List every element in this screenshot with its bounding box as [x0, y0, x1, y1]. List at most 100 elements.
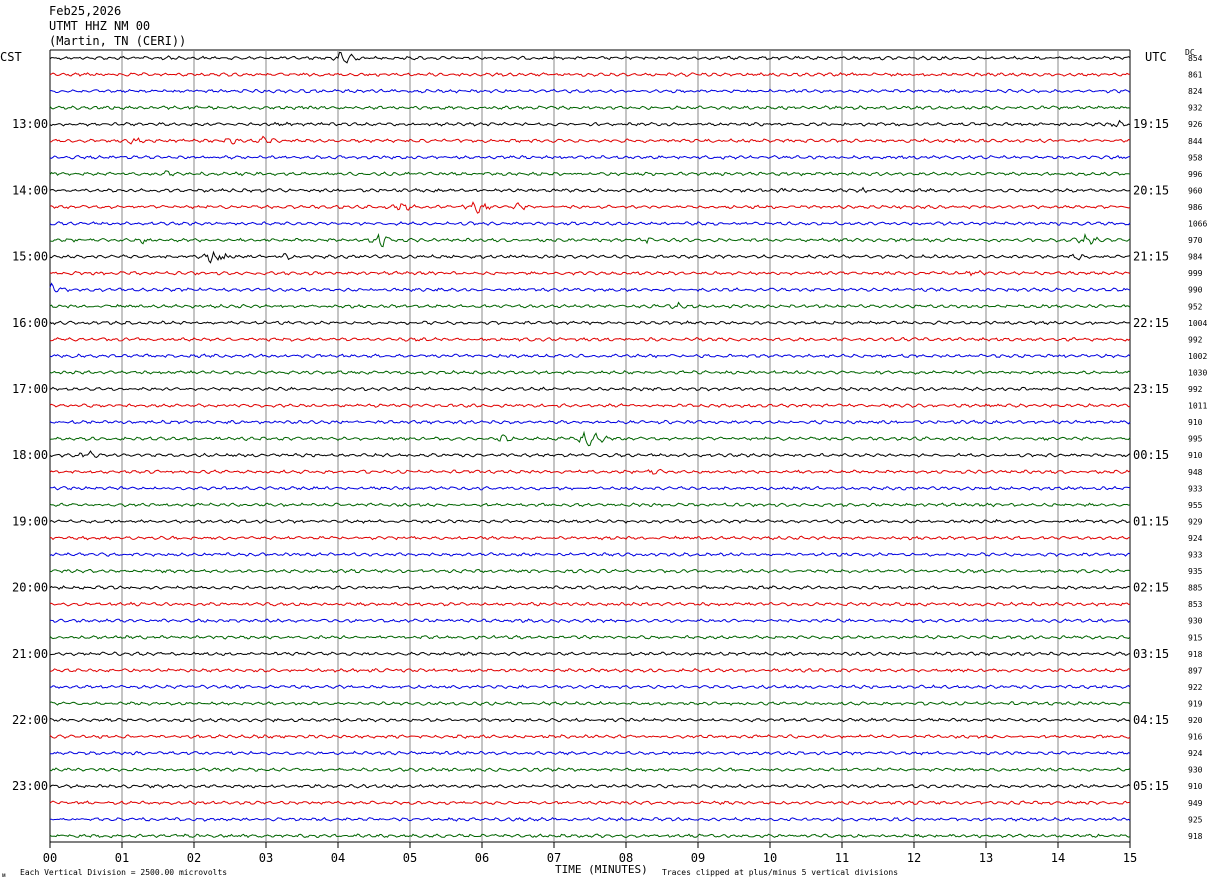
seismic-trace	[49, 282, 1131, 293]
seismic-trace	[49, 135, 1131, 145]
seismic-trace	[49, 651, 1131, 657]
seismic-trace	[49, 535, 1131, 541]
right-hour-label: 23:15	[1133, 382, 1169, 396]
right-hour-label: 05:15	[1133, 779, 1169, 793]
seismic-trace	[49, 585, 1131, 591]
left-timezone-label: CST	[0, 50, 22, 64]
seismic-trace	[49, 369, 1131, 375]
x-tick-label: 07	[547, 851, 561, 865]
seismic-trace	[49, 634, 1131, 640]
seismic-trace	[49, 700, 1131, 706]
left-hour-label: 13:00	[12, 117, 48, 131]
dc-offset-value: 919	[1188, 699, 1203, 708]
seismic-trace	[49, 403, 1131, 408]
seismic-trace	[49, 201, 1131, 214]
seismic-trace	[49, 518, 1131, 524]
dc-offset-value: 1030	[1188, 368, 1207, 377]
right-hour-label: 02:15	[1133, 581, 1169, 595]
seismic-trace	[49, 51, 1131, 64]
seismic-trace	[49, 430, 1131, 447]
seismic-trace	[49, 353, 1131, 359]
x-tick-label: 11	[835, 851, 849, 865]
right-hour-label: 20:15	[1133, 183, 1169, 197]
dc-offset-value: 933	[1188, 551, 1203, 560]
seismic-trace	[49, 618, 1131, 624]
corner-mark: ᴍ	[2, 872, 6, 879]
seismic-trace	[49, 119, 1131, 128]
dc-offset-value: 986	[1188, 203, 1203, 212]
x-tick-label: 02	[187, 851, 201, 865]
x-axis-title: TIME (MINUTES)	[555, 863, 648, 876]
x-tick-label: 15	[1123, 851, 1137, 865]
dc-offset-value: 933	[1188, 484, 1203, 493]
x-tick-label: 09	[691, 851, 705, 865]
left-hour-label: 16:00	[12, 316, 48, 330]
station-code: UTMT HHZ NM 00	[49, 19, 151, 33]
left-hour-label: 14:00	[12, 183, 48, 197]
dc-offset-value: 935	[1188, 567, 1203, 576]
x-tick-label: 10	[763, 851, 777, 865]
dc-offset-header: DC	[1185, 48, 1195, 57]
dc-offset-value: 930	[1188, 766, 1203, 775]
dc-offset-value: 970	[1188, 236, 1203, 245]
seismic-trace	[49, 170, 1131, 177]
x-tick-label: 00	[43, 851, 57, 865]
seismic-trace	[49, 337, 1131, 342]
dc-offset-value: 995	[1188, 435, 1203, 444]
seismic-trace	[49, 734, 1131, 739]
dc-offset-value: 918	[1188, 650, 1203, 659]
x-tick-label: 08	[619, 851, 633, 865]
seismic-trace	[49, 221, 1131, 226]
dc-offset-value: 910	[1188, 451, 1203, 460]
plot-date: Feb25,2026	[49, 4, 122, 18]
seismic-trace	[50, 88, 1131, 94]
right-hour-label: 01:15	[1133, 514, 1169, 528]
seismic-trace	[50, 750, 1131, 756]
seismic-trace	[49, 667, 1131, 673]
x-tick-label: 01	[115, 851, 129, 865]
dc-offset-value: 926	[1188, 120, 1203, 129]
dc-offset-value: 861	[1188, 71, 1203, 80]
seismic-trace	[49, 552, 1131, 557]
x-tick-label: 03	[259, 851, 273, 865]
right-hour-label: 21:15	[1133, 250, 1169, 264]
dc-offset-value: 925	[1188, 815, 1203, 824]
dc-offset-value: 844	[1188, 137, 1203, 146]
dc-offset-value: 824	[1188, 87, 1203, 96]
dc-offset-value: 922	[1188, 683, 1203, 692]
dc-offset-value: 924	[1188, 534, 1203, 543]
x-tick-label: 14	[1051, 851, 1065, 865]
seismic-trace	[49, 250, 1131, 264]
x-tick-label: 05	[403, 851, 417, 865]
seismic-trace	[49, 717, 1131, 723]
dc-offset-value: 1004	[1188, 319, 1207, 328]
dc-offset-value: 853	[1188, 600, 1203, 609]
right-hour-label: 22:15	[1133, 316, 1169, 330]
dc-offset-value: 1002	[1188, 352, 1207, 361]
station-location: (Martin, TN (CERI))	[49, 34, 187, 48]
left-hour-label: 18:00	[12, 448, 48, 462]
seismic-trace	[49, 320, 1131, 326]
dc-offset-value: 992	[1188, 335, 1203, 344]
dc-offset-value: 854	[1188, 54, 1203, 63]
x-tick-label: 13	[979, 851, 993, 865]
seismic-trace	[49, 154, 1131, 160]
seismic-trace	[49, 105, 1131, 111]
right-hour-label: 19:15	[1133, 117, 1169, 131]
left-hour-label: 23:00	[12, 779, 48, 793]
right-hour-label: 00:15	[1133, 448, 1169, 462]
dc-offset-value: 916	[1188, 733, 1203, 742]
left-hour-label: 17:00	[12, 382, 48, 396]
dc-offset-value: 984	[1188, 253, 1203, 262]
seismic-trace	[49, 816, 1131, 822]
dc-offset-value: 999	[1188, 269, 1203, 278]
seismic-trace	[49, 468, 1131, 475]
dc-offset-value: 1066	[1188, 220, 1207, 229]
seismic-trace	[49, 186, 1131, 194]
x-tick-label: 12	[907, 851, 921, 865]
dc-offset-value: 915	[1188, 633, 1203, 642]
dc-offset-value: 955	[1188, 501, 1203, 510]
left-hour-label: 19:00	[12, 514, 48, 528]
seismic-trace	[49, 767, 1131, 773]
